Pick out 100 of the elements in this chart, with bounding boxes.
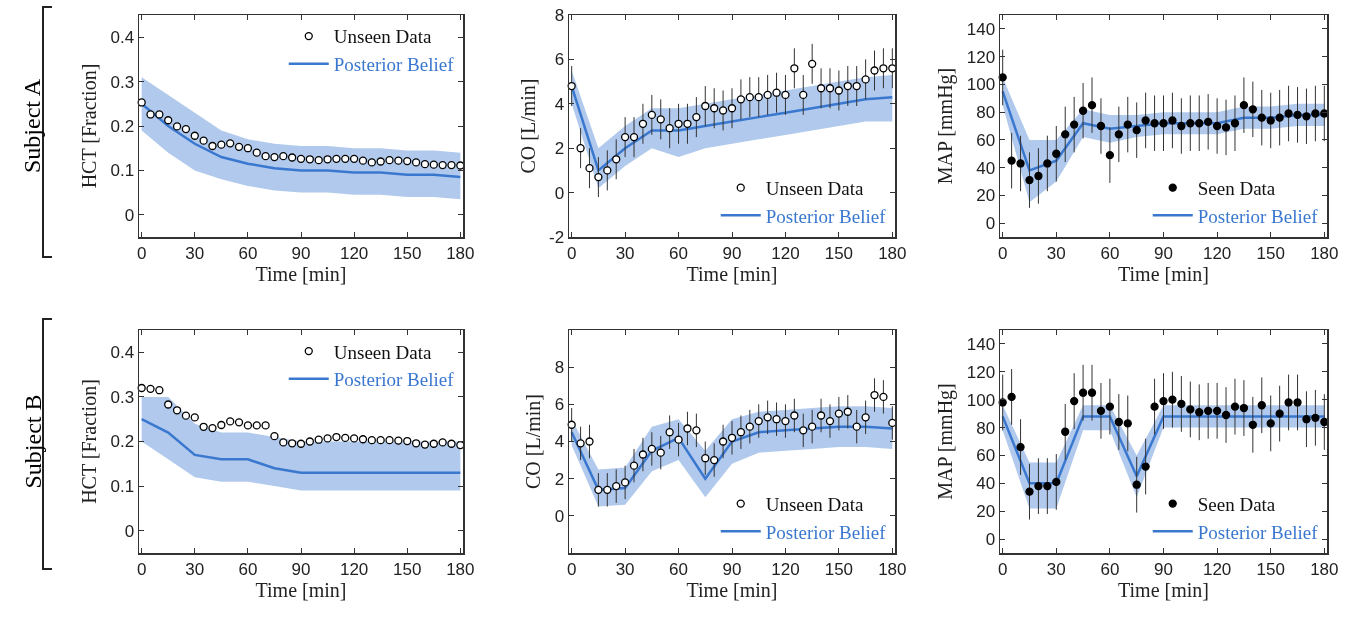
y-axis-title: MAP [mmHg] xyxy=(934,383,958,500)
x-tick-label: 120 xyxy=(771,243,800,263)
point xyxy=(1168,116,1177,125)
point xyxy=(1061,427,1070,436)
x-tick-label: 180 xyxy=(878,559,907,579)
x-tick-label: 60 xyxy=(238,559,258,579)
point xyxy=(199,136,208,145)
point xyxy=(1293,398,1302,407)
point xyxy=(825,84,835,93)
point xyxy=(799,90,808,100)
x-tick-label: 90 xyxy=(1154,243,1173,263)
point xyxy=(341,433,350,443)
x-axis-title: Time [min] xyxy=(686,578,778,601)
point xyxy=(692,112,701,122)
point xyxy=(594,485,603,494)
point xyxy=(861,75,870,84)
x-tick-label: 150 xyxy=(824,559,854,579)
point xyxy=(164,116,173,125)
point xyxy=(612,481,621,491)
point xyxy=(763,90,772,100)
point xyxy=(199,422,208,431)
line-series xyxy=(140,417,462,474)
point xyxy=(376,157,385,166)
y-tick-label: 40 xyxy=(976,474,996,494)
y-tick-label: 100 xyxy=(966,75,996,95)
y-tick-label: 4 xyxy=(554,94,565,114)
point xyxy=(358,435,368,444)
point xyxy=(665,428,674,437)
point xyxy=(226,139,235,148)
x-tick-label: 60 xyxy=(669,559,689,579)
y-tick-label: 0 xyxy=(985,530,996,550)
point xyxy=(429,160,438,169)
point xyxy=(1150,119,1159,128)
x-tick-label: 120 xyxy=(771,559,800,579)
point xyxy=(323,434,332,443)
point xyxy=(226,417,235,426)
point xyxy=(1257,401,1266,410)
point xyxy=(808,422,817,431)
x-tick-label: 30 xyxy=(615,243,635,263)
x-axis-title: Time [min] xyxy=(255,262,347,285)
point xyxy=(1078,106,1088,115)
point xyxy=(1007,156,1016,165)
y-tick-label: 0.3 xyxy=(110,387,135,407)
point xyxy=(1221,123,1231,132)
point xyxy=(1159,119,1168,128)
point xyxy=(376,436,385,445)
point xyxy=(1070,120,1079,129)
point xyxy=(674,119,683,128)
y-tick-label: 6 xyxy=(554,395,565,415)
point xyxy=(1061,130,1070,139)
x-tick-label: 180 xyxy=(1310,243,1339,263)
x-tick-label: 60 xyxy=(238,243,258,263)
point xyxy=(438,438,447,447)
y-tick-label: 0 xyxy=(554,183,565,203)
point xyxy=(567,81,576,91)
point xyxy=(1159,396,1168,406)
x-tick-label: 150 xyxy=(393,243,422,263)
point xyxy=(1007,392,1016,402)
point xyxy=(190,131,199,140)
point xyxy=(447,439,456,448)
point xyxy=(155,110,164,119)
point xyxy=(603,166,612,175)
point xyxy=(288,153,297,162)
point xyxy=(665,124,674,133)
point xyxy=(718,437,728,446)
point xyxy=(1177,121,1186,131)
point xyxy=(727,104,737,113)
point xyxy=(1114,417,1123,427)
point xyxy=(1034,171,1043,181)
point xyxy=(1266,116,1275,125)
point xyxy=(181,411,191,420)
point xyxy=(620,132,630,142)
point xyxy=(852,422,861,431)
point xyxy=(710,104,719,113)
x-tick-label: 150 xyxy=(1256,243,1285,263)
point xyxy=(718,106,728,115)
point xyxy=(1141,462,1150,471)
y-tick-label: 60 xyxy=(976,446,996,466)
point xyxy=(692,426,701,435)
point xyxy=(420,440,430,449)
point xyxy=(1016,159,1025,168)
point xyxy=(638,119,648,128)
point xyxy=(358,156,368,165)
point xyxy=(305,437,314,446)
point xyxy=(585,437,594,446)
x-tick-label: 30 xyxy=(1046,243,1066,263)
x-tick-label: 90 xyxy=(1154,559,1173,579)
y-tick-label: 60 xyxy=(976,130,996,150)
point xyxy=(234,418,244,427)
point xyxy=(647,444,656,454)
point xyxy=(790,64,799,73)
y-tick-label: 140 xyxy=(966,334,996,354)
point xyxy=(656,115,665,124)
point xyxy=(998,73,1007,82)
point xyxy=(772,88,781,97)
point xyxy=(638,450,648,459)
y-tick-label: 0.2 xyxy=(110,432,135,452)
point xyxy=(1275,113,1284,122)
point xyxy=(385,436,394,445)
point xyxy=(843,407,852,416)
